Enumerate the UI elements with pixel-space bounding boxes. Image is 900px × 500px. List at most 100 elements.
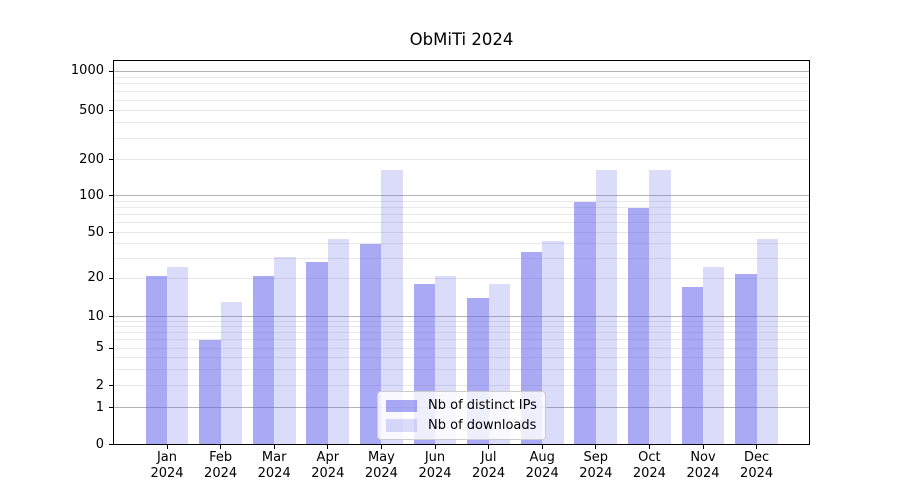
minor-gridline: [113, 207, 810, 209]
y-tick-label: 20: [87, 270, 104, 286]
bar-ips-may: [360, 243, 382, 445]
x-tick-label: Mar 2024: [257, 450, 291, 481]
minor-gridline: [113, 368, 810, 370]
minor-gridline: [113, 159, 810, 161]
bar-downloads-may: [381, 169, 403, 445]
minor-gridline: [113, 201, 810, 203]
x-tick-mark: [434, 444, 436, 449]
minor-gridline: [113, 110, 810, 112]
minor-gridline: [113, 122, 810, 124]
y-tick-label: 10: [87, 308, 104, 324]
y-tick-mark: [109, 407, 113, 408]
minor-gridline: [113, 356, 810, 358]
y-tick-mark: [109, 277, 113, 279]
y-tick-mark: [109, 385, 113, 387]
bar-downloads-jan: [167, 267, 189, 445]
minor-gridline: [113, 332, 810, 334]
y-tick-label: 500: [79, 102, 104, 118]
y-tick-mark: [109, 444, 113, 445]
x-tick-label: Jul 2024: [472, 450, 506, 481]
bar-downloads-apr: [327, 238, 350, 445]
legend: Nb of distinct IPs Nb of downloads: [377, 391, 546, 440]
legend-entry-downloads: Nb of downloads: [386, 416, 537, 436]
bar-ips-jan: [145, 276, 167, 445]
minor-gridline: [113, 76, 810, 78]
x-tick-mark: [273, 444, 275, 449]
bar-downloads-sep: [595, 169, 618, 445]
minor-gridline: [113, 232, 810, 234]
y-tick-label: 50: [87, 224, 104, 240]
minor-gridline: [113, 214, 810, 216]
bar-ips-sep: [574, 201, 596, 445]
y-tick-label: 5: [95, 340, 104, 356]
bar-downloads-aug: [542, 241, 564, 445]
x-tick-label: Nov 2024: [686, 450, 720, 481]
minor-gridline: [113, 326, 810, 328]
minor-gridline: [113, 347, 810, 349]
minor-gridline: [113, 321, 810, 323]
y-tick-mark: [109, 195, 113, 197]
x-tick-label: Dec 2024: [740, 450, 774, 481]
minor-gridline: [113, 339, 810, 341]
x-tick-mark: [220, 444, 222, 449]
y-tick-label: 2: [95, 377, 104, 393]
y-tick-label: 0: [95, 436, 104, 452]
x-tick-mark: [541, 444, 543, 449]
y-tick-mark: [109, 347, 113, 349]
x-tick-mark: [702, 444, 704, 449]
minor-gridline: [113, 257, 810, 259]
legend-swatch-downloads: [386, 419, 417, 432]
minor-gridline: [113, 83, 810, 85]
major-gridline: [113, 316, 810, 318]
minor-gridline: [113, 243, 810, 245]
x-tick-mark: [380, 444, 382, 449]
x-tick-mark: [648, 444, 650, 449]
bar-ips-dec: [735, 273, 757, 445]
y-tick-mark: [109, 232, 113, 234]
minor-gridline: [113, 277, 810, 279]
bar-downloads-oct: [649, 169, 671, 445]
bar-downloads-mar: [274, 256, 296, 445]
y-tick-label: 1: [95, 399, 104, 415]
x-tick-mark: [756, 444, 758, 449]
x-tick-mark: [488, 444, 490, 449]
y-tick-mark: [109, 110, 113, 112]
legend-label-downloads: Nb of downloads: [428, 417, 537, 433]
y-tick-mark: [109, 159, 113, 161]
y-tick-label: 200: [79, 151, 104, 167]
bar-ips-nov: [681, 287, 703, 445]
chart-title: ObMiTi 2024: [409, 30, 514, 49]
bar-downloads-dec: [756, 238, 778, 445]
bar-ips-mar: [252, 276, 275, 445]
legend-swatch-distinct-ips: [386, 399, 417, 412]
minor-gridline: [113, 385, 810, 387]
bar-downloads-feb: [220, 302, 242, 445]
minor-gridline: [113, 99, 810, 101]
y-tick-label: 1000: [70, 63, 104, 78]
x-tick-mark: [166, 444, 168, 449]
x-tick-label: Apr 2024: [311, 450, 345, 481]
x-tick-label: Feb 2024: [204, 450, 238, 481]
minor-gridline: [113, 137, 810, 139]
x-tick-label: May 2024: [364, 450, 398, 481]
y-tick-mark: [109, 316, 113, 318]
bar-ips-apr: [306, 261, 328, 445]
x-tick-label: Aug 2024: [525, 450, 559, 481]
bar-ips-feb: [199, 340, 221, 445]
y-tick-mark: [109, 70, 113, 72]
major-gridline: [113, 70, 810, 72]
x-tick-label: Sep 2024: [579, 450, 613, 481]
x-tick-label: Jan 2024: [150, 450, 184, 481]
bar-downloads-nov: [703, 267, 725, 445]
legend-label-distinct-ips: Nb of distinct IPs: [428, 398, 537, 414]
bar-ips-oct: [628, 207, 650, 445]
major-gridline: [113, 195, 810, 197]
x-tick-mark: [595, 444, 597, 449]
minor-gridline: [113, 90, 810, 92]
legend-entry-distinct-ips: Nb of distinct IPs: [386, 396, 537, 416]
plot-area: [113, 59, 810, 445]
minor-gridline: [113, 222, 810, 224]
x-tick-label: Jun 2024: [418, 450, 452, 481]
x-tick-mark: [327, 444, 329, 449]
